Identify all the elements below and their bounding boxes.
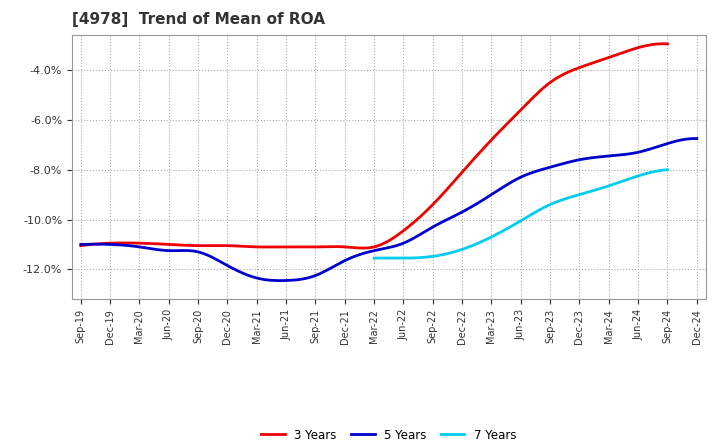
7 Years [663,167,672,172]
7 Years [371,256,379,261]
5 Years [598,154,606,159]
5 Years [276,278,285,283]
Line: 5 Years: 5 Years [81,139,697,281]
5 Years [444,217,452,222]
3 Years [663,41,672,47]
Text: [4978]  Trend of Mean of ROA: [4978] Trend of Mean of ROA [72,12,325,27]
3 Years [426,205,434,210]
7 Years [544,202,553,208]
5 Years [78,242,87,247]
7 Years [618,179,626,184]
3 Years [76,243,85,248]
3 Years [78,243,87,248]
3 Years [610,53,618,58]
Line: 3 Years: 3 Years [81,44,667,248]
3 Years [660,41,668,46]
Legend: 3 Years, 5 Years, 7 Years: 3 Years, 5 Years, 7 Years [257,424,521,440]
3 Years [573,66,582,71]
3 Years [438,192,446,198]
3 Years [359,246,368,251]
7 Years [550,200,559,205]
5 Years [637,149,646,154]
5 Years [445,216,454,221]
5 Years [456,211,464,216]
7 Years [370,256,379,261]
7 Years [396,256,405,261]
5 Years [690,136,699,141]
Line: 7 Years: 7 Years [374,170,667,258]
7 Years [636,172,645,178]
5 Years [76,242,85,247]
3 Years [428,203,436,208]
5 Years [693,136,701,141]
7 Years [546,202,554,207]
